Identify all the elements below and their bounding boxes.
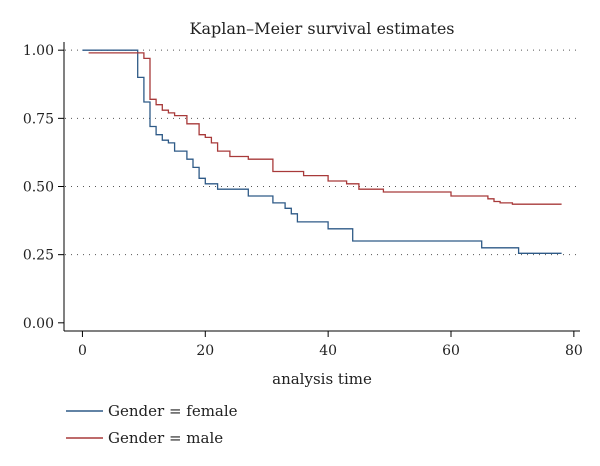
- series-line-female: [82, 49, 562, 254]
- legend-label: Gender = female: [108, 402, 238, 420]
- y-tick-label: 0.75: [23, 111, 54, 127]
- y-tick-label: 0.50: [23, 180, 54, 196]
- x-tick-label: 0: [78, 343, 87, 359]
- x-tick-label: 40: [319, 343, 337, 359]
- series-line-male: [88, 52, 562, 205]
- x-tick-label: 60: [442, 343, 460, 359]
- chart-title: Kaplan–Meier survival estimates: [189, 19, 454, 38]
- x-axis-label: analysis time: [272, 370, 372, 388]
- axes: 0.00 0.25 0.50 0.75 1.00 0 20 40 60 80: [23, 42, 583, 359]
- legend: Gender = female Gender = male: [66, 402, 238, 447]
- y-tick-label: 0.25: [23, 248, 54, 264]
- y-tick-label: 0.00: [23, 316, 54, 332]
- series-layer: [82, 49, 562, 254]
- legend-label: Gender = male: [108, 429, 223, 447]
- x-tick-label: 20: [196, 343, 214, 359]
- y-tick-label: 1.00: [23, 43, 54, 59]
- grid-layer: [65, 49, 580, 256]
- x-tick-label: 80: [565, 343, 583, 359]
